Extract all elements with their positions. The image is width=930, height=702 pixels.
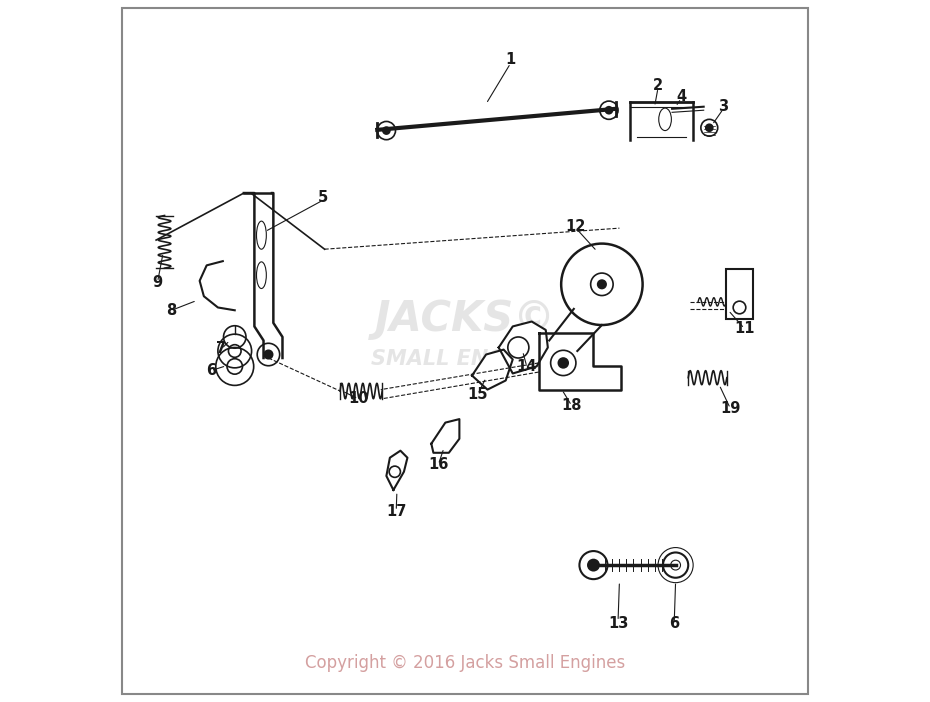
Text: 3: 3 bbox=[718, 99, 728, 114]
Text: 19: 19 bbox=[720, 401, 740, 416]
Circle shape bbox=[264, 350, 272, 359]
Text: 17: 17 bbox=[386, 503, 406, 519]
Text: 4: 4 bbox=[676, 88, 686, 104]
Polygon shape bbox=[498, 322, 548, 373]
Polygon shape bbox=[432, 419, 459, 453]
Polygon shape bbox=[538, 333, 621, 390]
Circle shape bbox=[598, 280, 606, 289]
Text: 13: 13 bbox=[608, 616, 629, 631]
Text: 9: 9 bbox=[153, 274, 163, 290]
Text: 18: 18 bbox=[562, 398, 582, 413]
Circle shape bbox=[706, 124, 712, 131]
Circle shape bbox=[383, 127, 390, 134]
Text: 6: 6 bbox=[669, 616, 679, 631]
Text: 12: 12 bbox=[565, 218, 586, 234]
Text: 6: 6 bbox=[206, 363, 216, 378]
Text: 2: 2 bbox=[653, 78, 663, 93]
Text: 16: 16 bbox=[428, 457, 448, 472]
Circle shape bbox=[605, 107, 613, 114]
Bar bbox=[726, 269, 752, 319]
Text: 15: 15 bbox=[468, 387, 488, 402]
Text: 14: 14 bbox=[516, 359, 537, 374]
Text: 10: 10 bbox=[348, 391, 368, 406]
Circle shape bbox=[588, 559, 599, 571]
Text: Copyright © 2016 Jacks Small Engines: Copyright © 2016 Jacks Small Engines bbox=[305, 654, 625, 673]
Text: 5: 5 bbox=[318, 190, 328, 206]
Text: 1: 1 bbox=[506, 52, 516, 67]
Polygon shape bbox=[472, 350, 512, 390]
Circle shape bbox=[558, 358, 568, 368]
Text: 11: 11 bbox=[734, 321, 754, 336]
Text: 7: 7 bbox=[217, 341, 227, 357]
Text: 8: 8 bbox=[166, 303, 177, 318]
Text: SMALL ENGINES: SMALL ENGINES bbox=[370, 350, 560, 369]
Text: JACKS©: JACKS© bbox=[375, 298, 555, 340]
